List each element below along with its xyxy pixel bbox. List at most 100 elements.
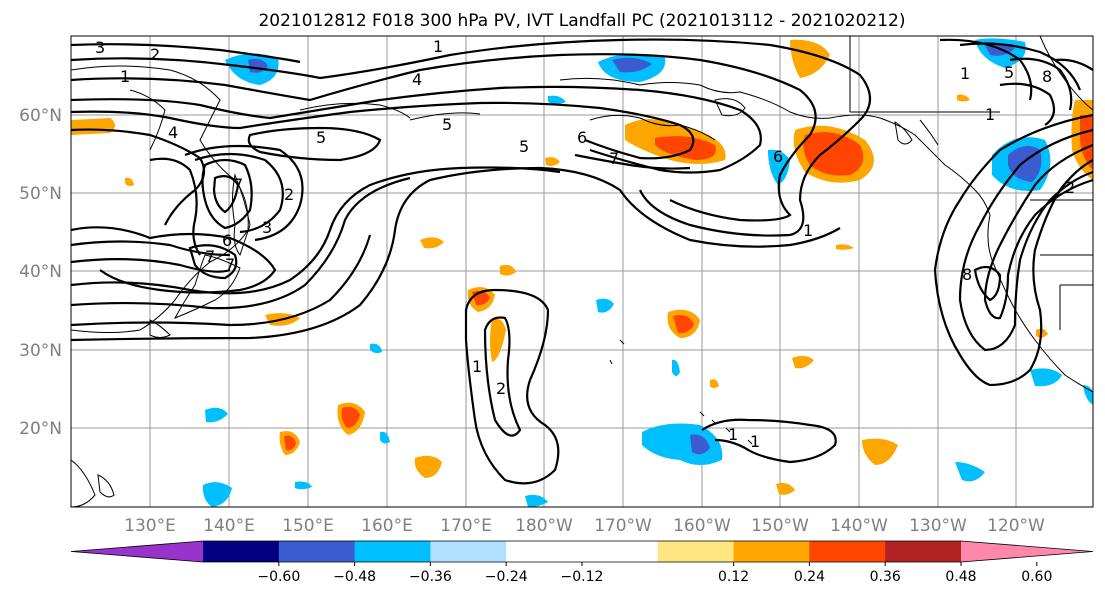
- colorbar-segment: [582, 541, 659, 562]
- lon-label: 180°W: [515, 516, 573, 536]
- colorbar-tick-label: −0.48: [333, 569, 376, 585]
- contour-label: 7: [233, 175, 243, 194]
- contour-labels: 3 2 1 1 4 4 5 5 5 6 7 6 1 7 3 2 6 7 7 1: [95, 37, 1075, 451]
- colorbar-tick-label: −0.36: [409, 569, 452, 585]
- contour-label: 7: [225, 255, 235, 274]
- pv-anomaly-positive: [792, 355, 814, 369]
- pv-anomaly-negative: [672, 359, 680, 376]
- contour-label: 6: [222, 231, 232, 250]
- lon-label: 140°W: [830, 516, 888, 536]
- colorbar-tick-label: 0.48: [945, 569, 976, 585]
- lat-label: 50°N: [19, 184, 62, 204]
- lon-label: 170°E: [440, 516, 492, 536]
- contour-label: 3: [95, 38, 105, 57]
- ivt-contours: [71, 38, 1093, 485]
- contour-label: 6: [773, 147, 783, 166]
- colorbar-tick-label: −0.12: [561, 569, 604, 585]
- pv-anomaly-negative: [612, 57, 652, 73]
- colorbar-segment: [278, 541, 356, 562]
- contour-label: 4: [412, 70, 422, 89]
- lon-label: 170°W: [594, 516, 652, 536]
- pv-anomaly-negative: [1030, 368, 1062, 387]
- contour-label: 5: [442, 115, 452, 134]
- pv-anomaly-negative: [205, 407, 228, 423]
- pv-anomaly-positive: [862, 438, 898, 465]
- pv-anomaly-positive: [341, 406, 360, 428]
- colorbar-tick-label: 0.12: [718, 569, 749, 585]
- pv-anomaly-positive: [490, 318, 506, 362]
- pv-anomaly-positive: [655, 136, 716, 160]
- pv-anomaly-negative: [380, 431, 390, 444]
- colorbar-tick-label: 0.60: [1021, 569, 1052, 585]
- pv-anomaly-negative: [955, 462, 985, 482]
- pv-anomaly-negative: [295, 481, 312, 490]
- colorbar-tick-label: 0.36: [870, 569, 901, 585]
- contour-label: 1: [750, 432, 760, 451]
- lat-label: 20°N: [19, 419, 62, 439]
- gridlines: [71, 36, 1093, 507]
- contour-label: 4: [168, 123, 178, 142]
- longitude-labels: 130°E 140°E 150°E 160°E 170°E 180°W 170°…: [124, 516, 1045, 536]
- lon-label: 150°E: [282, 516, 334, 536]
- pv-anomaly-positive: [125, 177, 134, 187]
- pv-anomaly-negative: [642, 423, 723, 465]
- colorbar-tick-labels: −0.60 −0.48 −0.36 −0.24 −0.12 0.12 0.24 0.36 0.4…: [257, 562, 1052, 585]
- colorbar-segment: [809, 541, 886, 562]
- pv-anomaly-positive: [1080, 115, 1093, 170]
- pv-anomaly-positive: [790, 39, 830, 78]
- contour-label: 3: [262, 218, 272, 237]
- contour-label: 2: [496, 379, 506, 398]
- pv-anomaly-positive: [836, 244, 854, 250]
- colorbar-extend-low: [71, 541, 203, 562]
- lon-label: 140°E: [203, 516, 255, 536]
- contour-label: 1: [120, 67, 130, 86]
- contour-label: 1: [985, 105, 995, 124]
- colorbar-segment: [354, 541, 431, 562]
- colorbar-segment: [657, 541, 735, 562]
- pv-anomaly-positive: [71, 118, 115, 135]
- pv-anomaly-positive: [414, 455, 442, 478]
- contour-label: 1: [728, 425, 738, 444]
- lon-label: 130°E: [124, 516, 176, 536]
- contour-label: 5: [316, 128, 326, 147]
- lon-label: 120°W: [987, 516, 1045, 536]
- lat-label: 40°N: [19, 262, 62, 282]
- contour-label: 1: [803, 221, 813, 240]
- pv-anomaly-negative: [370, 343, 382, 354]
- pv-anomaly-negative: [548, 95, 566, 104]
- pv-anomaly-positive: [776, 482, 795, 495]
- lon-label: 160°W: [673, 516, 731, 536]
- lat-label: 60°N: [19, 106, 62, 126]
- contour-label: 1: [960, 64, 970, 83]
- map-title: 2021012812 F018 300 hPa PV, IVT Landfall…: [258, 11, 905, 31]
- contour-label: 8: [1042, 67, 1052, 86]
- contour-label: 2: [150, 45, 160, 64]
- contour-label: 5: [1004, 63, 1014, 82]
- contour-label: 2: [1065, 178, 1075, 197]
- pv-anomaly-negative: [596, 298, 614, 313]
- pv-anomaly-positive: [284, 435, 296, 451]
- colorbar-segment: [733, 541, 810, 562]
- colorbar-tick-label: 0.24: [794, 569, 825, 585]
- contour-label: 7: [205, 247, 215, 266]
- pv-anomaly-positive: [500, 264, 516, 276]
- contour-label: 8: [962, 265, 972, 284]
- map-panel: 3 2 1 1 4 4 5 5 5 6 7 6 1 7 3 2 6 7 7 1: [70, 35, 1094, 508]
- pv-anomaly-positive: [957, 94, 970, 102]
- colorbar-segment: [430, 541, 507, 562]
- colorbar-segments: [70, 540, 1094, 563]
- colorbar-tick-label: −0.24: [485, 569, 528, 585]
- pv-anomaly-negative: [525, 494, 548, 507]
- colorbar-segment: [506, 541, 583, 562]
- contour-label: 7: [609, 149, 619, 168]
- contour-label: 2: [284, 185, 294, 204]
- pv-anomaly-positive: [710, 379, 719, 388]
- contour-label: 1: [472, 357, 482, 376]
- map-border: [70, 35, 1094, 508]
- contour-label: 6: [577, 128, 587, 147]
- lon-label: 130°W: [909, 516, 967, 536]
- colorbar: −0.60 −0.48 −0.36 −0.24 −0.12 0.12 0.24 0.36 0.4…: [70, 540, 1094, 585]
- colorbar-extend-high: [961, 541, 1093, 562]
- latitude-labels: 60°N 50°N 40°N 30°N 20°N: [19, 106, 62, 439]
